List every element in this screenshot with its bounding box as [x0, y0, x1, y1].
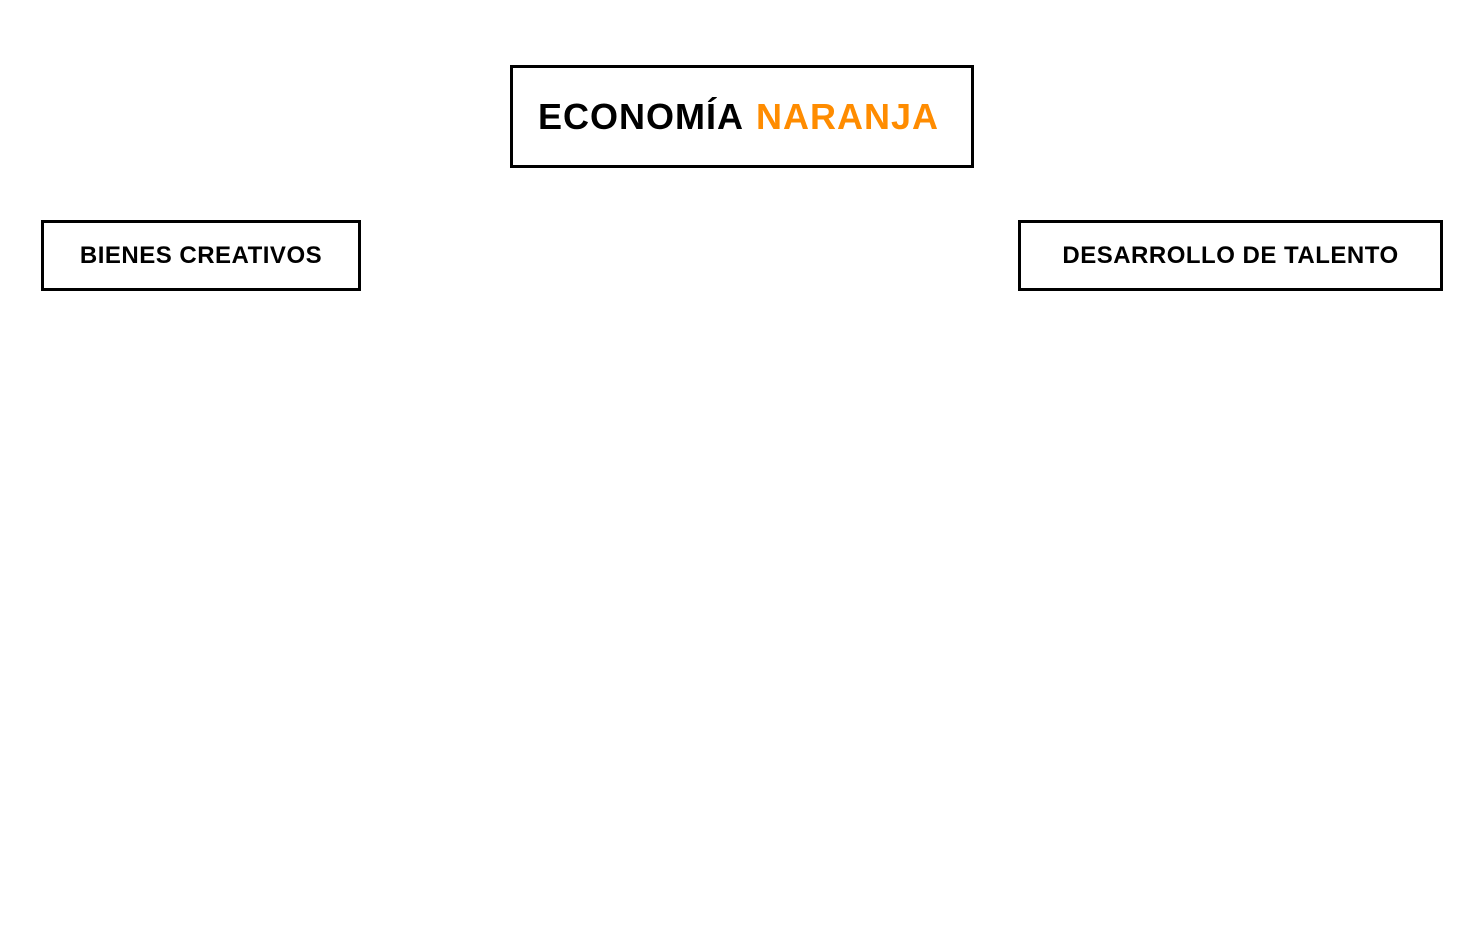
node-label-desarrollo-de-talento: DESARROLLO DE TALENTO: [1062, 241, 1399, 269]
node-desarrollo-de-talento: DESARROLLO DE TALENTO: [1018, 220, 1443, 291]
node-label-bienes-creativos: BIENES CREATIVOS: [79, 241, 323, 269]
title-text-economia: ECONOMÍA: [538, 95, 744, 137]
node-bienes-creativos: BIENES CREATIVOS: [41, 220, 361, 291]
title-text-naranja: NARANJA: [756, 95, 940, 137]
diagram-title-box: ECONOMÍA NARANJA: [510, 65, 974, 168]
